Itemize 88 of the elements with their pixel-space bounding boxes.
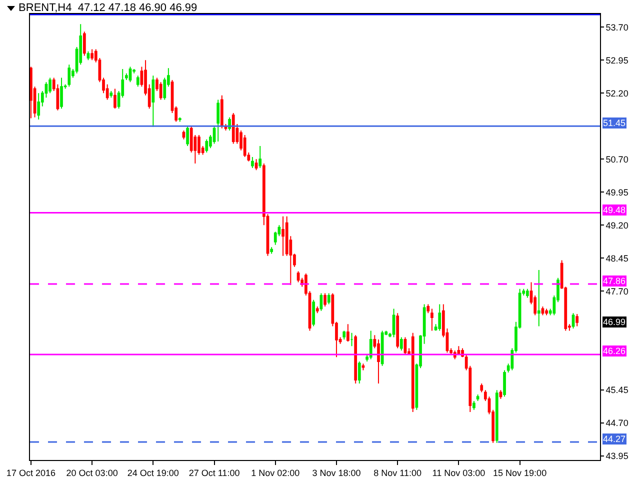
- candlestick: [296, 270, 300, 283]
- candlestick: [400, 336, 403, 351]
- candlestick: [380, 330, 384, 366]
- candlestick: [178, 116, 182, 122]
- y-tick-label: 50.70: [606, 154, 628, 164]
- candlestick: [60, 77, 63, 110]
- candlestick: [324, 292, 326, 307]
- candlestick: [545, 308, 548, 316]
- candlestick: [320, 292, 323, 312]
- candlestick: [182, 130, 186, 140]
- chart-title: BRENT,H4 47.12 47.18 46.90 46.99: [18, 2, 198, 14]
- x-tick-label: 1 Nov 02:00: [251, 468, 300, 478]
- candlestick: [270, 246, 273, 254]
- candlestick: [426, 304, 430, 314]
- candlestick: [232, 112, 235, 144]
- candlestick: [369, 330, 372, 360]
- candlestick: [205, 138, 208, 154]
- candlestick: [82, 31, 86, 56]
- x-tick-label: 24 Oct 19:00: [127, 468, 179, 478]
- candlestick: [258, 145, 262, 168]
- candlestick: [37, 92, 40, 120]
- candlestick: [392, 308, 396, 338]
- candlestick: [350, 332, 354, 347]
- ref-line-label: 46.26: [603, 346, 626, 356]
- y-tick-label: 45.45: [606, 385, 628, 396]
- x-tick-label: 17 Oct 2016: [6, 468, 56, 478]
- candlestick: [86, 50, 90, 61]
- y-tick-label: 48.45: [606, 253, 628, 264]
- x-tick-label: 3 Nov 18:00: [312, 468, 361, 478]
- candlestick: [362, 363, 365, 371]
- x-tick-label: 15 Nov 19:00: [493, 468, 547, 478]
- x-tick-label: 11 Nov 03:00: [432, 468, 486, 478]
- y-tick-label: 52.95: [606, 55, 628, 66]
- candlestick: [346, 324, 350, 342]
- candlestick: [576, 313, 579, 327]
- candlestick: [476, 394, 480, 402]
- candlestick: [537, 269, 540, 327]
- candlestick: [572, 312, 575, 329]
- candlestick: [251, 156, 254, 168]
- candlestick: [186, 126, 189, 146]
- candlestick: [48, 77, 52, 94]
- candlestick: [396, 312, 400, 349]
- y-tick-label: 47.70: [606, 286, 628, 296]
- candlestick: [377, 338, 380, 384]
- y-tick-label: 43.95: [606, 451, 628, 462]
- candlestick: [128, 66, 132, 83]
- candlestick: [358, 360, 361, 384]
- ref-line-label: 51.45: [603, 118, 626, 128]
- y-tick-label: 49.20: [606, 220, 628, 230]
- candlestick: [495, 390, 498, 444]
- x-tick-label: 8 Nov 11:00: [374, 468, 422, 478]
- candlestick: [136, 75, 140, 88]
- candlestick: [282, 216, 284, 256]
- candlestick: [472, 400, 476, 410]
- candlestick: [354, 334, 358, 384]
- candlestick: [30, 66, 32, 119]
- candlestick: [312, 299, 315, 327]
- candlestick: [68, 64, 71, 88]
- y-tick-label: 49.95: [606, 187, 628, 198]
- candlestick: [526, 288, 529, 298]
- x-tick-label: 20 Oct 03:00: [66, 468, 118, 478]
- y-tick-label: 52.20: [606, 88, 628, 98]
- candlestick: [541, 306, 544, 316]
- candlestick: [503, 370, 506, 398]
- candlestick: [216, 99, 220, 142]
- candlestick: [342, 330, 346, 340]
- candlestick: [114, 88, 116, 110]
- candlestick: [430, 308, 434, 332]
- candlestick: [316, 306, 319, 314]
- ref-line-label: 49.48: [603, 205, 626, 215]
- y-tick-label: 44.70: [606, 418, 628, 428]
- candlestick: [254, 158, 258, 171]
- y-tick-label: 53.70: [606, 22, 628, 32]
- candlestick: [438, 304, 442, 332]
- candlestick: [499, 390, 502, 400]
- candlestick: [110, 90, 113, 98]
- candlestick: [220, 94, 224, 129]
- candlestick: [90, 48, 94, 61]
- candlestick: [152, 75, 155, 128]
- ref-line-label: 44.27: [603, 434, 626, 444]
- text: 46.99: [603, 317, 626, 327]
- candlestick: [159, 82, 162, 100]
- candlestick: [327, 292, 330, 305]
- candlestick: [411, 332, 414, 413]
- candlestick: [243, 134, 246, 158]
- x-tick-label: 27 Oct 11:00: [188, 468, 240, 478]
- ref-line-label: 47.86: [603, 276, 626, 286]
- candlestick: [480, 382, 484, 393]
